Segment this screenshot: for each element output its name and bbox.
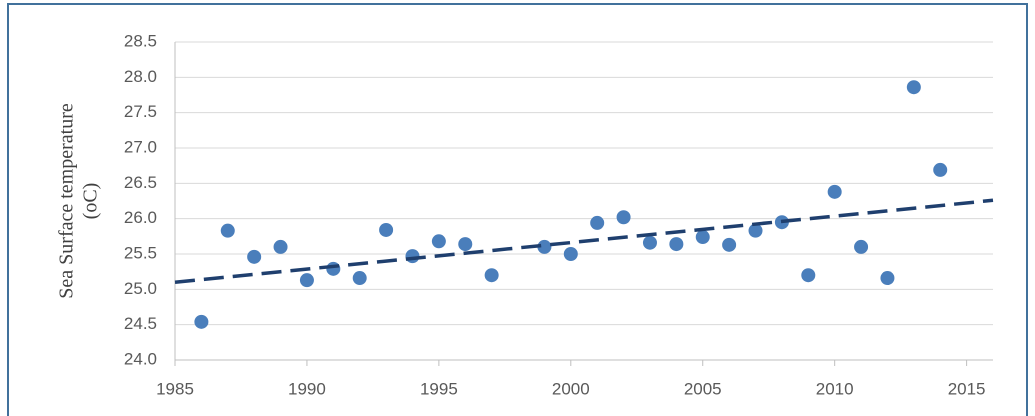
point: [458, 237, 473, 252]
point: [669, 237, 684, 252]
y-tick-label: 28.0: [124, 67, 157, 86]
y-axis-label: (oC): [80, 183, 102, 220]
x-tick-label: 1985: [156, 379, 194, 398]
point: [352, 271, 367, 286]
point: [247, 249, 262, 264]
point: [194, 314, 209, 329]
point: [273, 239, 288, 254]
point: [405, 249, 420, 264]
y-tick-label: 26.0: [124, 208, 157, 227]
point: [933, 162, 948, 177]
y-tick-label: 27.0: [124, 137, 157, 156]
trend-line: [174, 198, 994, 285]
point: [220, 223, 235, 238]
point: [748, 223, 763, 238]
point: [616, 210, 631, 225]
point: [827, 184, 842, 199]
point: [722, 237, 737, 252]
point: [431, 234, 446, 249]
point: [326, 261, 341, 276]
x-tick-label: 2010: [816, 379, 854, 398]
point: [379, 222, 394, 237]
point: [695, 230, 710, 245]
y-tick-label: 25.5: [124, 243, 157, 262]
point: [854, 239, 869, 254]
point: [537, 239, 552, 254]
y-tick-label: 28.5: [124, 31, 157, 50]
y-tick-label: 24.0: [124, 349, 157, 368]
point: [484, 268, 499, 283]
x-tick-label: 2005: [684, 379, 722, 398]
point: [590, 215, 605, 230]
x-tick-label: 1995: [420, 379, 458, 398]
y-tick-label: 25.0: [124, 279, 157, 298]
y-tick-label: 26.5: [124, 173, 157, 192]
point: [880, 271, 895, 286]
point: [299, 273, 314, 288]
x-tick-label: 2000: [552, 379, 590, 398]
x-tick-label: 2015: [948, 379, 986, 398]
point: [642, 235, 657, 250]
y-tick-label: 27.5: [124, 102, 157, 121]
point: [801, 268, 816, 283]
y-tick-label: 24.5: [124, 314, 157, 333]
point: [563, 247, 578, 261]
y-axis-label: Sea Surface temperature: [56, 103, 78, 299]
x-tick-label: 1990: [288, 379, 326, 398]
chart-frame: [7, 3, 1028, 416]
point: [906, 80, 921, 95]
